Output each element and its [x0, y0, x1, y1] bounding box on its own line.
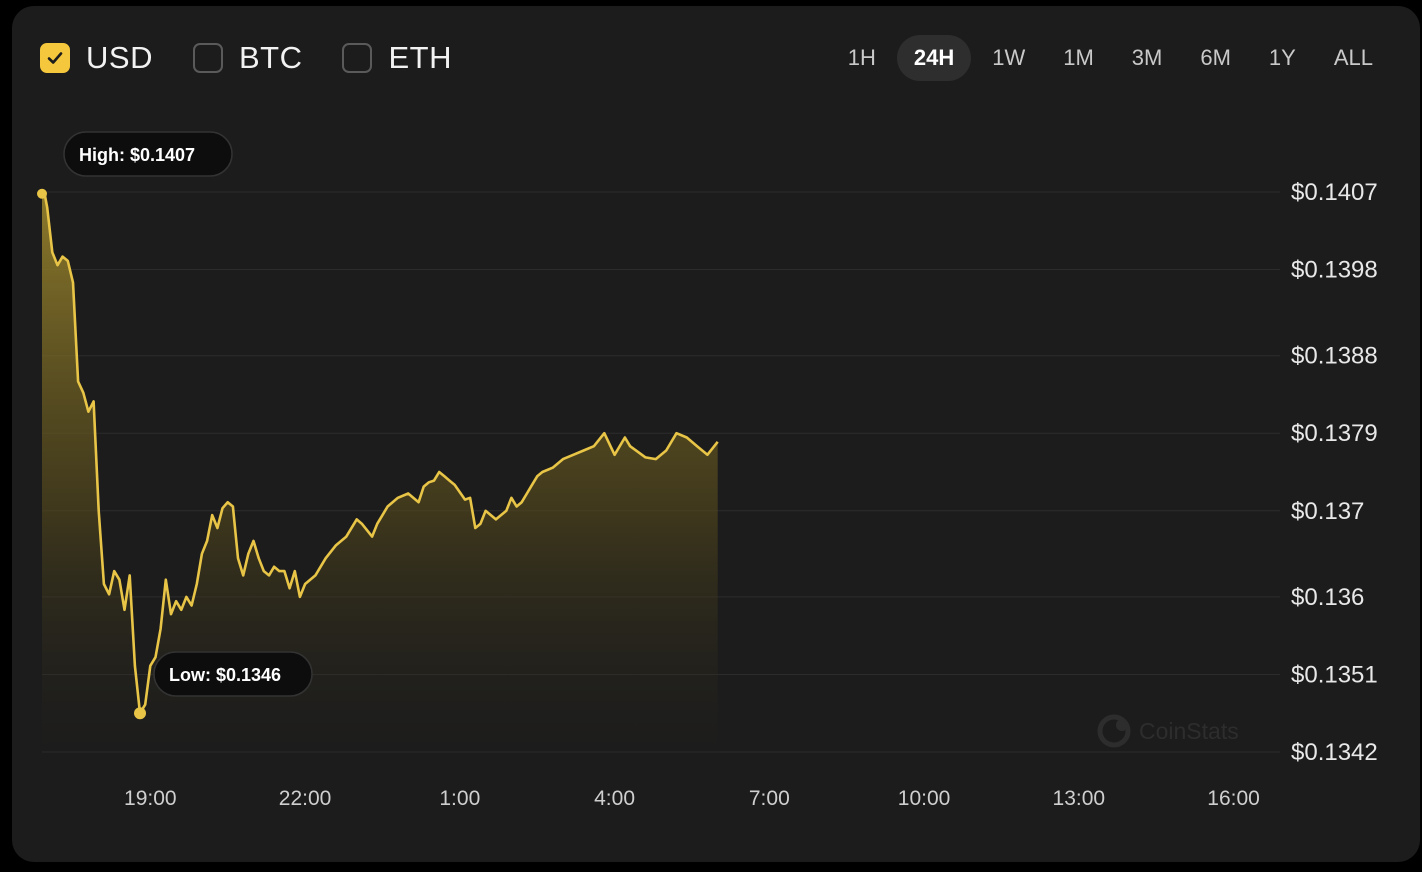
chart-area-fill	[42, 193, 718, 766]
y-tick-label: $0.1342	[1291, 739, 1378, 766]
high-badge	[63, 131, 233, 177]
x-tick-label: 19:00	[124, 787, 177, 810]
x-tick-label: 16:00	[1207, 787, 1260, 810]
currency-option-eth[interactable]: ETH	[342, 40, 452, 76]
price-chart-card: USD BTC ETH 1H 24H 1W 1M 3M 6M 1Y ALL	[12, 6, 1420, 862]
watermark-text: CoinStats	[1139, 718, 1239, 744]
range-tab-6m[interactable]: 6M	[1200, 45, 1231, 70]
range-tab-24h[interactable]: 24H	[896, 35, 972, 81]
low-point-marker	[134, 707, 147, 720]
low-annotation: Low: $0.1346	[153, 651, 313, 697]
x-tick-label: 7:00	[749, 787, 790, 810]
y-tick-label: $0.1398	[1291, 257, 1378, 284]
y-tick-label: $0.1351	[1291, 661, 1378, 688]
area-fill-path	[42, 193, 718, 766]
x-tick-label: 10:00	[898, 787, 951, 810]
x-tick-label: 4:00	[594, 787, 635, 810]
y-tick-label: $0.1379	[1291, 420, 1378, 447]
extreme-markers	[37, 188, 147, 720]
high-annotation: High: $0.1407	[63, 131, 233, 177]
x-tick-label: 13:00	[1053, 787, 1106, 810]
coinstats-logo-icon	[1097, 714, 1131, 748]
high-point-marker	[37, 188, 47, 199]
high-badge-text: High: $0.1407	[79, 145, 195, 165]
currency-option-usd[interactable]: USD	[40, 40, 153, 76]
btc-checkbox[interactable]	[192, 43, 223, 73]
chart-price-line	[42, 192, 719, 715]
y-tick-label: $0.137	[1291, 498, 1364, 525]
range-tab-1w[interactable]: 1W	[992, 45, 1026, 70]
y-tick-label: $0.1407	[1291, 179, 1378, 206]
currency-toggle-group: USD BTC ETH	[40, 40, 492, 76]
eth-label: ETH	[388, 40, 452, 75]
time-range-tabs: 1H 24H 1W 1M 3M 6M 1Y ALL	[827, 35, 1390, 81]
watermark: CoinStats	[1097, 714, 1239, 748]
usd-checkbox[interactable]	[40, 43, 70, 73]
check-icon	[47, 52, 63, 64]
y-axis-labels: $0.1407 $0.1398 $0.1388 $0.1379 $0.137 $0.136…	[1291, 179, 1378, 766]
x-tick-label: 22:00	[279, 787, 332, 810]
y-tick-label: $0.136	[1291, 584, 1364, 611]
price-chart[interactable]: CoinStats $0.1407$0.1398$0.1388$0.1379$0…	[12, 6, 1420, 862]
low-badge	[153, 651, 313, 697]
btc-label: BTC	[238, 40, 303, 75]
low-badge-text: Low: $0.1346	[169, 665, 281, 685]
range-tab-1m[interactable]: 1M	[1063, 45, 1094, 70]
x-axis-labels: 19:00 22:00 1:00 4:00 7:00 10:00 13:00 16:00	[124, 787, 1260, 810]
range-tab-all[interactable]: ALL	[1333, 45, 1373, 70]
currency-option-btc[interactable]: BTC	[192, 40, 303, 76]
chart-toolbar: USD BTC ETH 1H 24H 1W 1M 3M 6M 1Y ALL	[12, 6, 1420, 106]
range-tab-3m[interactable]: 3M	[1131, 45, 1163, 70]
range-tab-1y[interactable]: 1Y	[1268, 45, 1296, 70]
x-tick-label: 1:00	[439, 787, 480, 810]
usd-label: USD	[86, 40, 153, 75]
y-tick-label: $0.1388	[1291, 343, 1378, 370]
price-line-path	[42, 192, 719, 715]
range-tab-1h[interactable]: 1H	[847, 45, 876, 70]
eth-checkbox[interactable]	[342, 43, 373, 73]
